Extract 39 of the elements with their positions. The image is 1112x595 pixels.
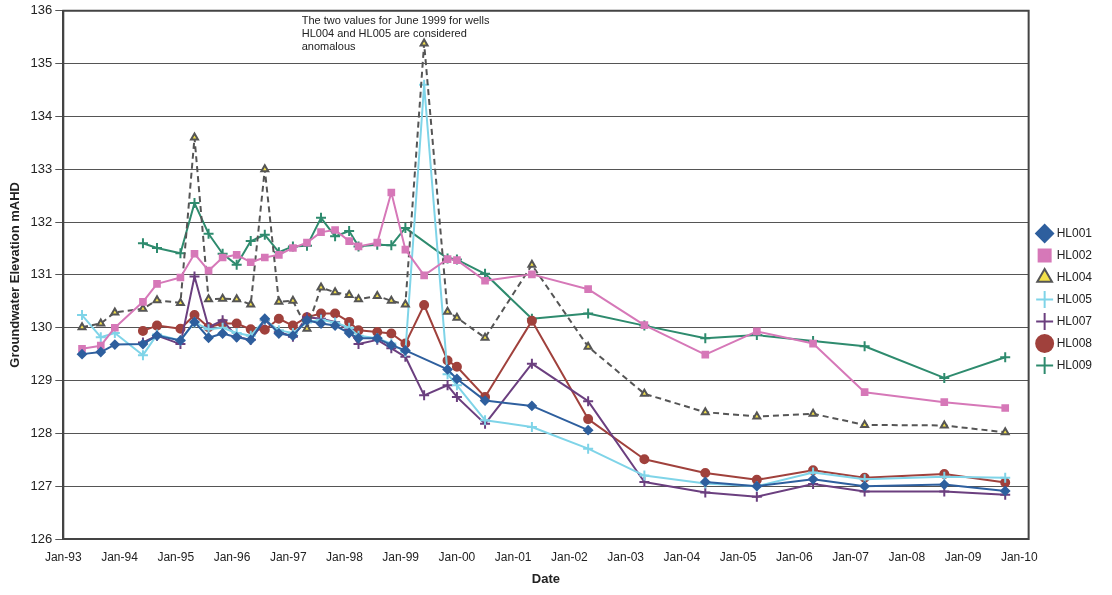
legend-label: HL007 — [1056, 313, 1093, 328]
legend-label: HL008 — [1056, 335, 1093, 350]
y-tick-label: 127 — [30, 477, 53, 493]
y-tick-label: 126 — [30, 530, 53, 546]
y-tick-label: 136 — [30, 2, 53, 18]
x-tick-label: Jan-94 — [101, 549, 139, 564]
y-tick-label: 135 — [30, 55, 53, 71]
y-tick-label: 130 — [30, 319, 53, 335]
y-axis-title: Groundwater Elevation mAHD — [7, 182, 23, 368]
y-tick-label: 132 — [30, 213, 53, 229]
x-tick-label: Jan-05 — [719, 549, 757, 564]
x-tick-label: Jan-95 — [157, 549, 195, 564]
x-axis-title: Date — [531, 570, 561, 586]
x-tick-label: Jan-93 — [44, 549, 82, 564]
y-tick-label: 131 — [30, 266, 53, 282]
y-tick-label: 129 — [30, 372, 53, 388]
x-tick-label: Jan-10 — [1000, 549, 1038, 564]
x-tick-label: Jan-96 — [213, 549, 251, 564]
x-tick-label: Jan-98 — [326, 549, 364, 564]
x-tick-label: Jan-99 — [382, 549, 420, 564]
x-tick-label: Jan-97 — [269, 549, 307, 564]
x-tick-label: Jan-03 — [607, 549, 645, 564]
legend-label: HL002 — [1056, 247, 1093, 262]
legend-label: HL001 — [1056, 225, 1093, 240]
x-tick-label: Jan-02 — [551, 549, 589, 564]
x-tick-label: Jan-06 — [775, 549, 813, 564]
legend-label: HL005 — [1056, 291, 1093, 306]
annotation: The two values for June 1999 for wells HL004 and HL005 are considered anomalous — [301, 14, 490, 53]
y-tick-label: 128 — [30, 424, 53, 440]
x-tick-label: Jan-01 — [494, 549, 532, 564]
x-tick-label: Jan-09 — [944, 549, 982, 564]
x-tick-label: Jan-04 — [663, 549, 701, 564]
x-tick-label: Jan-00 — [438, 549, 476, 564]
legend-label: HL009 — [1056, 357, 1093, 372]
x-tick-label: Jan-07 — [832, 549, 870, 564]
y-tick-label: 134 — [30, 108, 53, 124]
x-tick-label: Jan-08 — [888, 549, 926, 564]
y-tick-label: 133 — [30, 160, 53, 176]
legend-label: HL004 — [1056, 269, 1093, 284]
